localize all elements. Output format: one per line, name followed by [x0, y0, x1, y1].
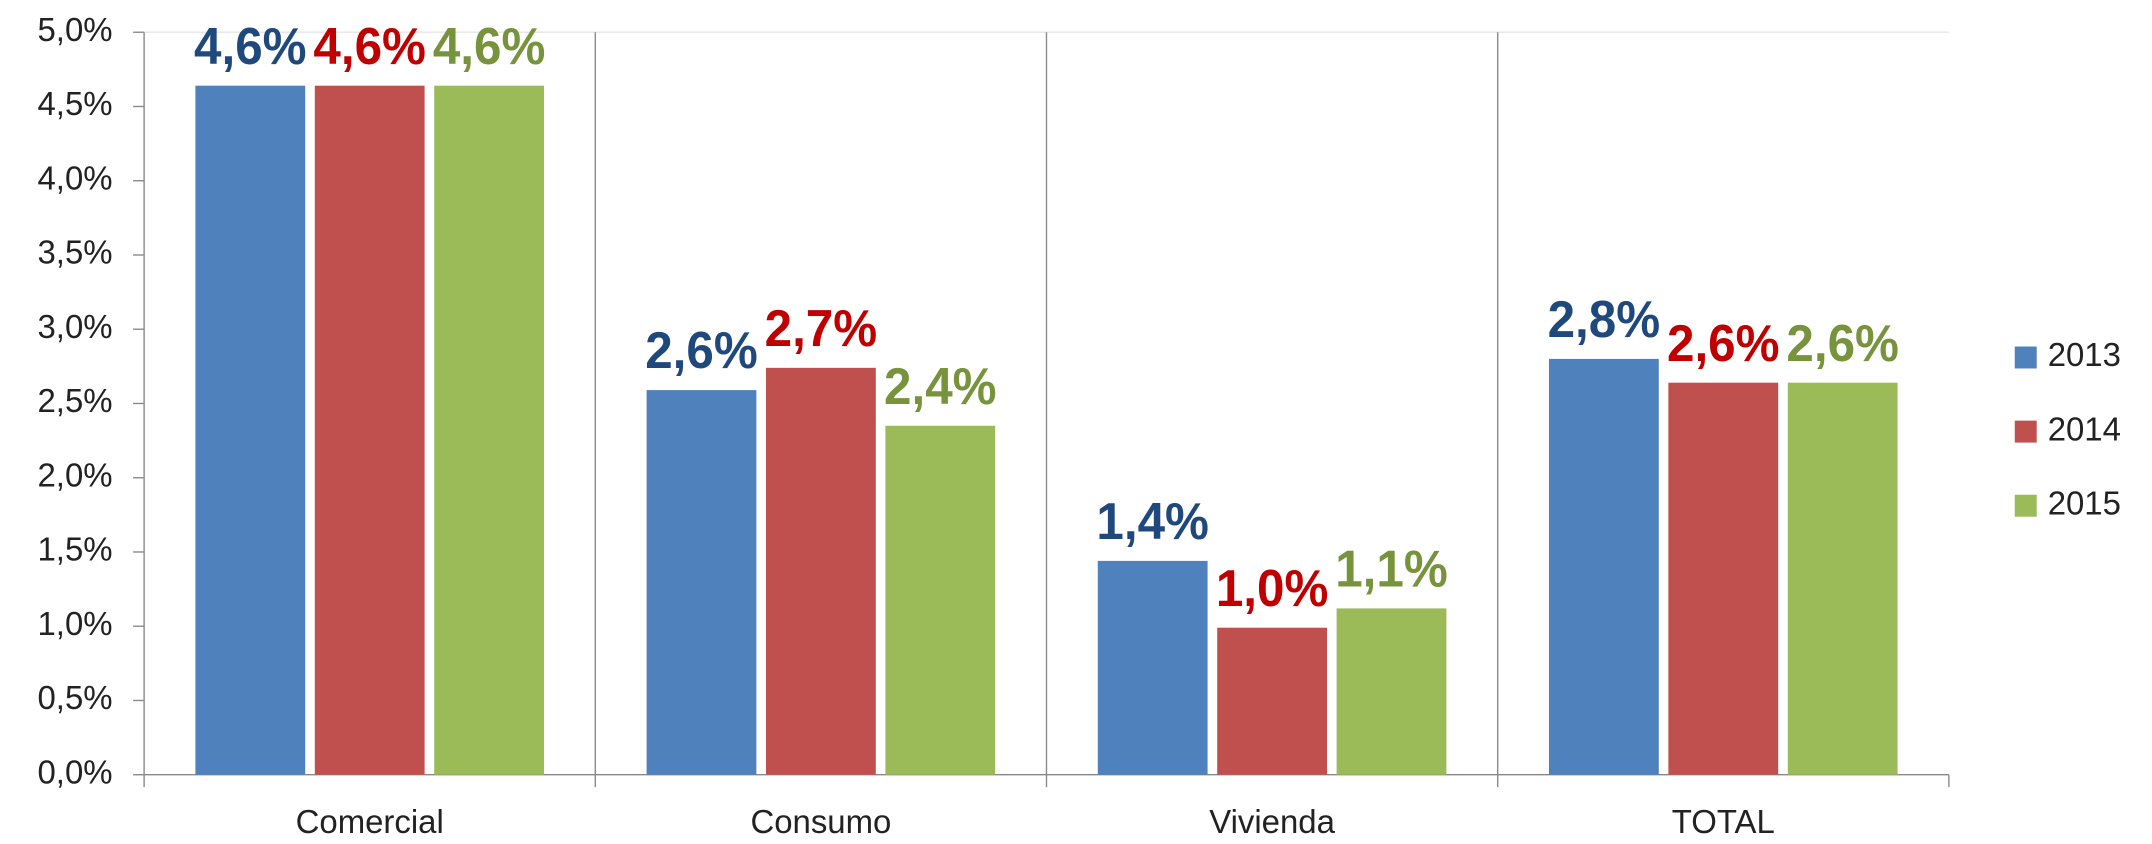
bar	[195, 85, 306, 775]
value-label: 4,6%	[194, 18, 307, 76]
y-tick-label: 2,5%	[37, 382, 112, 419]
value-label: 4,6%	[433, 18, 546, 76]
y-tick-label: 4,5%	[37, 85, 112, 122]
bar	[646, 390, 757, 775]
y-tick-label: 1,5%	[37, 531, 112, 568]
y-tick-label: 0,0%	[37, 753, 112, 790]
value-label: 2,4%	[884, 358, 997, 416]
bar	[1787, 382, 1898, 775]
legend-label: 2014	[2048, 410, 2121, 447]
bar	[1097, 560, 1208, 775]
y-tick-label: 0,5%	[37, 679, 112, 716]
bar	[1548, 358, 1659, 775]
legend-label: 2015	[2048, 484, 2121, 521]
legend-label: 2013	[2048, 336, 2121, 373]
value-label: 2,6%	[645, 322, 758, 380]
legend-swatch	[2014, 494, 2037, 517]
value-label: 1,4%	[1096, 493, 1209, 551]
x-tick-label: Consumo	[750, 803, 891, 840]
bar	[1336, 608, 1447, 775]
bar	[1668, 382, 1779, 775]
y-tick-label: 1,0%	[37, 605, 112, 642]
bar	[765, 367, 876, 775]
x-tick-label: Comercial	[296, 803, 444, 840]
y-tick-label: 4,0%	[37, 159, 112, 196]
value-label: 2,8%	[1548, 291, 1661, 349]
value-label: 1,0%	[1216, 560, 1329, 618]
y-tick-label: 3,5%	[37, 234, 112, 271]
value-label: 2,6%	[1786, 315, 1899, 373]
value-label: 1,1%	[1335, 540, 1448, 598]
value-label: 2,6%	[1667, 315, 1780, 373]
y-tick-label: 3,0%	[37, 308, 112, 345]
x-tick-label: TOTAL	[1672, 803, 1775, 840]
value-label: 2,7%	[765, 300, 878, 358]
bar	[1217, 627, 1327, 775]
y-tick-label: 5,0%	[37, 11, 112, 48]
bar	[434, 85, 545, 775]
value-label: 4,6%	[313, 18, 426, 76]
y-tick-label: 2,0%	[37, 456, 112, 493]
bar	[885, 425, 996, 775]
legend-swatch	[2014, 346, 2037, 369]
legend-swatch	[2014, 420, 2037, 443]
bar	[314, 85, 425, 775]
x-tick-label: Vivienda	[1209, 803, 1335, 840]
